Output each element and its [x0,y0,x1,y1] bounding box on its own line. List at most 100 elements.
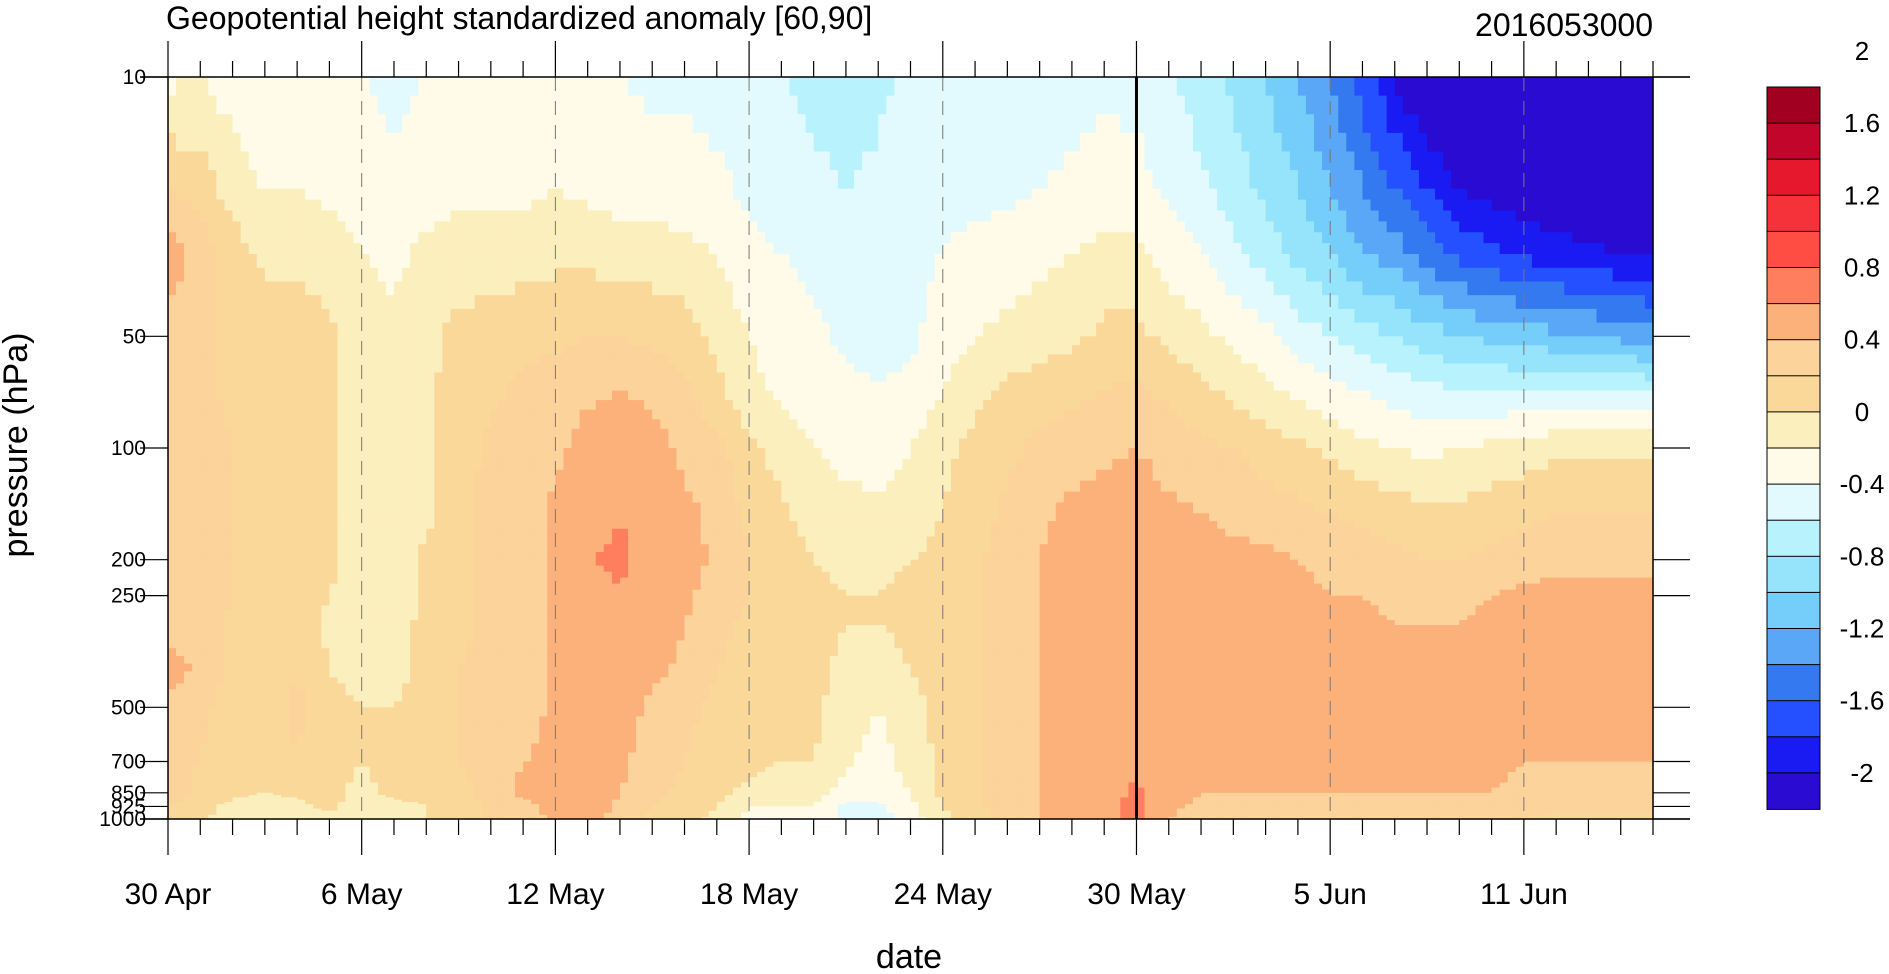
contour-cell [216,151,226,171]
contour-cell [216,695,226,702]
contour-cell [248,625,258,634]
contour-cell [450,428,460,440]
contour-cell [192,571,201,579]
contour-cell [232,336,242,346]
contour-cell [442,419,452,430]
contour-cell [563,771,573,778]
contour-cell [603,536,613,545]
contour-cell [418,354,427,365]
contour-cell [361,254,371,269]
contour-cell [329,502,339,514]
contour-cell [603,806,613,810]
contour-cell [466,648,476,657]
contour-cell [393,734,403,745]
contour-cell [442,695,452,702]
contour-cell [474,77,484,97]
contour-cell [184,795,193,798]
contour-cell [515,480,524,493]
contour-cell [595,625,605,634]
contour-cell [329,766,339,773]
contour-cell [531,336,540,346]
contour-cell [531,671,540,678]
contour-cell [305,771,314,778]
contour-cell [184,254,193,269]
contour-cell [272,521,282,530]
contour-cell [385,544,395,553]
contour-cell [506,595,516,602]
contour-cell [563,221,573,233]
contour-cell [523,795,532,798]
contour-cell [248,267,258,283]
contour-cell [579,571,589,579]
contour-cell [353,232,363,244]
contour-cell [305,536,314,545]
contour-cell [361,243,371,255]
contour-cell [531,677,540,684]
contour-cell [321,771,331,778]
contour-cell [523,400,532,411]
contour-cell [264,640,274,649]
contour-cell [426,372,435,383]
contour-cell [434,671,443,678]
contour-cell [506,428,516,440]
contour-cell [563,797,573,801]
contour-cell [555,513,565,522]
contour-cell [369,521,379,530]
contour-cell [603,419,613,430]
contour-cell [337,787,347,794]
contour-cell [547,734,556,745]
contour-cell [337,390,347,401]
contour-cell [280,308,290,324]
contour-cell [361,419,371,430]
contour-cell [264,766,274,773]
contour-cell [176,390,185,401]
contour-cell [595,458,605,471]
contour-cell [216,689,226,696]
contour-cell [321,322,331,337]
contour-cell [611,448,621,460]
contour-cell [232,689,242,696]
contour-cell [321,683,331,690]
contour-cell [579,777,589,783]
contour-cell [515,95,524,115]
contour-cell [547,254,556,269]
contour-cell [224,707,234,717]
contour-cell [248,372,258,383]
contour-cell [216,734,226,745]
contour-cell [482,221,492,233]
contour-cell [474,589,484,597]
contour-cell [490,390,500,401]
contour-cell [361,132,371,153]
contour-cell [482,689,492,696]
contour-cell [264,771,274,778]
contour-cell [200,281,209,296]
contour-cell [611,308,621,324]
contour-cell [410,795,419,798]
contour-cell [402,308,411,324]
contour-cell [515,605,524,611]
contour-cell [466,528,476,538]
contour-cell [474,480,484,493]
contour-cell [297,663,306,672]
contour-cell [515,336,524,346]
contour-cell [256,808,266,812]
contour-cell [506,438,516,449]
contour-cell [393,372,403,383]
contour-cell [498,610,508,616]
contour-cell [458,620,468,626]
contour-cell [361,551,371,561]
contour-cell [369,536,379,545]
contour-cell [434,419,443,430]
contour-cell [232,95,242,115]
contour-cell [240,528,250,538]
contour-cell [248,663,258,672]
contour-cell [232,752,242,763]
contour-cell [498,308,508,324]
contour-cell [272,725,282,736]
contour-cell [256,583,266,591]
contour-cell [369,716,379,726]
contour-cell [434,151,443,171]
contour-cell [402,199,411,212]
contour-cell [458,806,468,810]
contour-cell [539,419,548,430]
